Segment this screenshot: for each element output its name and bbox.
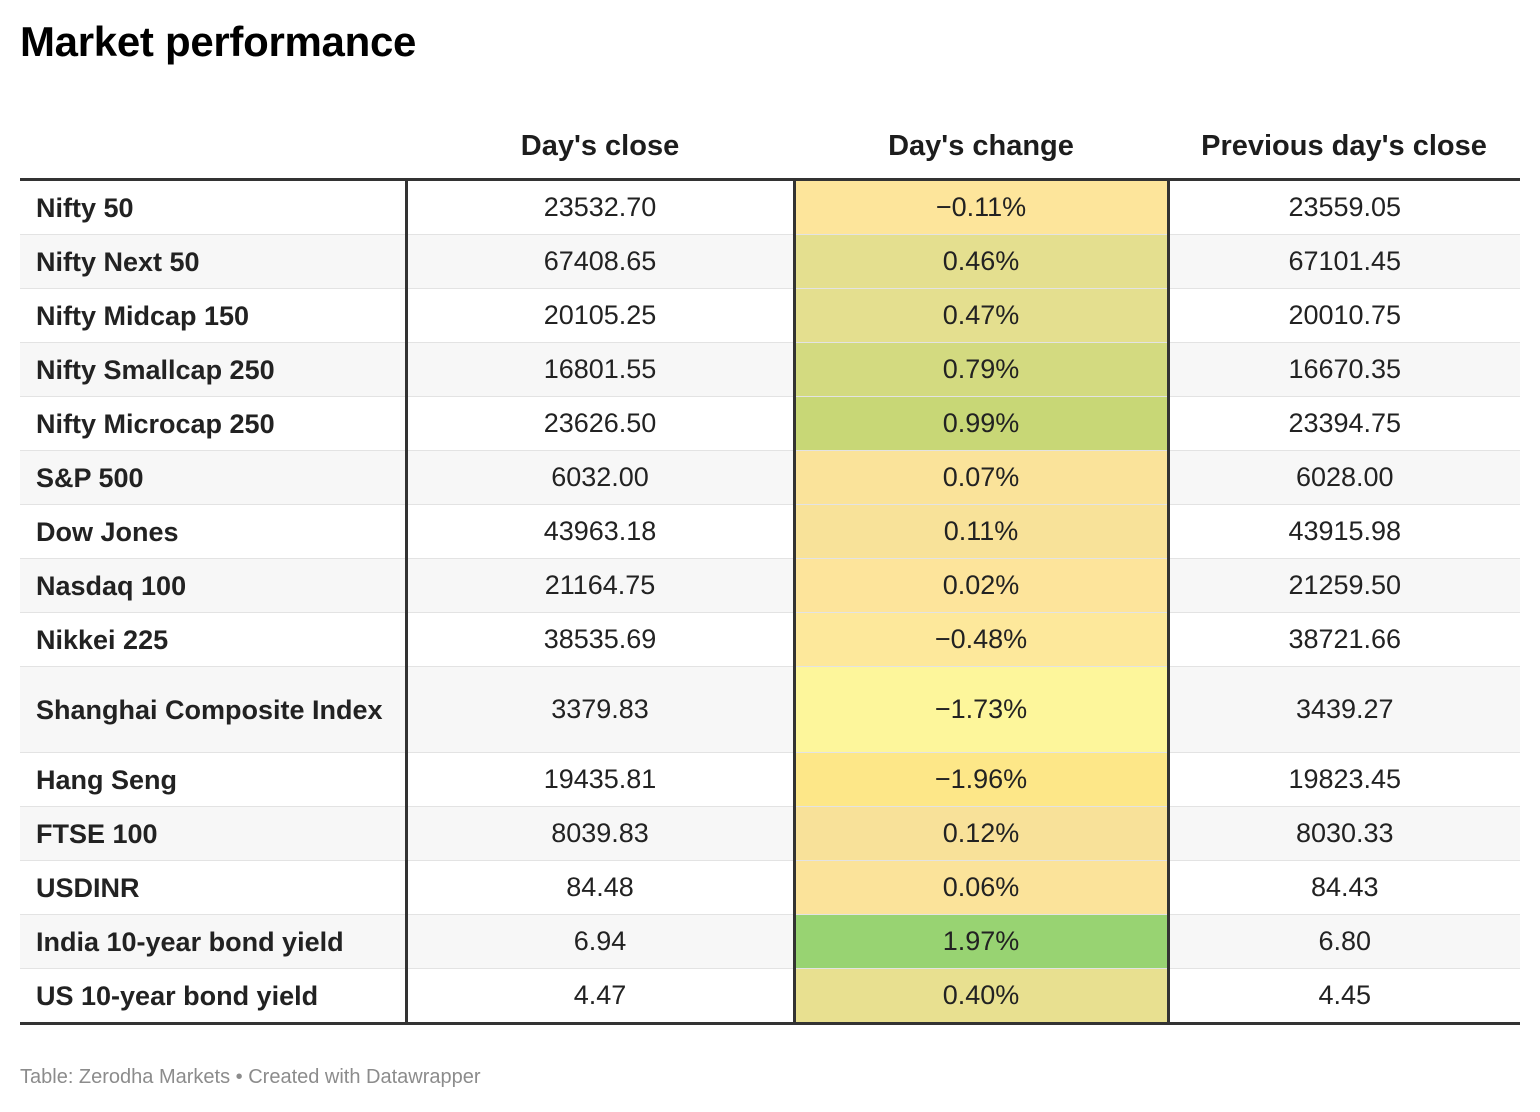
table-row: Nasdaq 100 21164.75 0.02% 21259.50 (20, 558, 1520, 613)
row-prev-close-cell: 21259.50 (1168, 558, 1520, 613)
row-name-cell: Nifty Microcap 250 (20, 396, 408, 451)
row-change-cell: 0.11% (794, 504, 1170, 559)
row-prev-close-cell: 67101.45 (1168, 234, 1520, 289)
row-name-cell: Nifty Midcap 150 (20, 288, 408, 343)
row-name-cell: Nasdaq 100 (20, 558, 408, 613)
row-prev-close-cell: 38721.66 (1168, 612, 1520, 667)
row-change-cell: 0.02% (794, 558, 1170, 613)
header-days-close: Day's close (406, 114, 794, 181)
row-name-cell: FTSE 100 (20, 806, 408, 861)
row-name-cell: S&P 500 (20, 450, 408, 505)
table-row: Nifty Midcap 150 20105.25 0.47% 20010.75 (20, 288, 1520, 343)
table-header-row: Day's close Day's change Previous day's … (20, 114, 1520, 181)
row-prev-close-cell: 4.45 (1168, 968, 1520, 1025)
row-close-cell: 8039.83 (406, 806, 796, 861)
row-prev-close-cell: 43915.98 (1168, 504, 1520, 559)
row-close-cell: 38535.69 (406, 612, 796, 667)
row-close-cell: 4.47 (406, 968, 796, 1025)
row-close-cell: 67408.65 (406, 234, 796, 289)
row-change-cell: 1.97% (794, 914, 1170, 969)
table-body: Nifty 50 23532.70 −0.11% 23559.05 Nifty Next… (20, 179, 1520, 1025)
row-change-cell: 0.46% (794, 234, 1170, 289)
table-row: India 10-year bond yield 6.94 1.97% 6.80 (20, 914, 1520, 969)
market-performance-table: Day's close Day's change Previous day's … (20, 114, 1520, 1025)
row-name-cell: Nifty 50 (20, 179, 408, 235)
row-prev-close-cell: 84.43 (1168, 860, 1520, 915)
row-close-cell: 6.94 (406, 914, 796, 969)
table-row: USDINR 84.48 0.06% 84.43 (20, 860, 1520, 915)
row-close-cell: 16801.55 (406, 342, 796, 397)
table-row: Nikkei 225 38535.69 −0.48% 38721.66 (20, 612, 1520, 667)
table-row: Hang Seng 19435.81 −1.96% 19823.45 (20, 752, 1520, 807)
row-name-cell: US 10-year bond yield (20, 968, 408, 1025)
row-close-cell: 3379.83 (406, 666, 796, 753)
row-close-cell: 20105.25 (406, 288, 796, 343)
row-prev-close-cell: 23559.05 (1168, 179, 1520, 235)
row-change-cell: 0.99% (794, 396, 1170, 451)
row-prev-close-cell: 23394.75 (1168, 396, 1520, 451)
row-prev-close-cell: 6.80 (1168, 914, 1520, 969)
row-close-cell: 84.48 (406, 860, 796, 915)
row-name-cell: Dow Jones (20, 504, 408, 559)
row-change-cell: 0.06% (794, 860, 1170, 915)
row-change-cell: 0.12% (794, 806, 1170, 861)
row-prev-close-cell: 6028.00 (1168, 450, 1520, 505)
row-change-cell: −0.11% (794, 179, 1170, 235)
header-previous-close: Previous day's close (1168, 114, 1520, 181)
page-title: Market performance (20, 18, 417, 65)
row-change-cell: 0.40% (794, 968, 1170, 1025)
row-prev-close-cell: 16670.35 (1168, 342, 1520, 397)
table-row: Nifty Microcap 250 23626.50 0.99% 23394.75 (20, 396, 1520, 451)
market-table-container: Day's close Day's change Previous day's … (20, 114, 1520, 1025)
table-row: Nifty Smallcap 250 16801.55 0.79% 16670.35 (20, 342, 1520, 397)
row-close-cell: 6032.00 (406, 450, 796, 505)
row-name-cell: Hang Seng (20, 752, 408, 807)
row-change-cell: 0.07% (794, 450, 1170, 505)
row-close-cell: 43963.18 (406, 504, 796, 559)
table-row: FTSE 100 8039.83 0.12% 8030.33 (20, 806, 1520, 861)
source-note: Table: Zerodha Markets • Created with Da… (20, 1066, 481, 1088)
table-row: US 10-year bond yield 4.47 0.40% 4.45 (20, 968, 1520, 1025)
row-close-cell: 23532.70 (406, 179, 796, 235)
table-row: Dow Jones 43963.18 0.11% 43915.98 (20, 504, 1520, 559)
row-name-cell: Shanghai Composite Index (20, 666, 408, 753)
header-days-change: Day's change (794, 114, 1168, 181)
row-change-cell: −0.48% (794, 612, 1170, 667)
row-close-cell: 23626.50 (406, 396, 796, 451)
row-name-cell: Nifty Smallcap 250 (20, 342, 408, 397)
row-change-cell: −1.96% (794, 752, 1170, 807)
row-name-cell: Nifty Next 50 (20, 234, 408, 289)
row-prev-close-cell: 20010.75 (1168, 288, 1520, 343)
row-prev-close-cell: 19823.45 (1168, 752, 1520, 807)
row-prev-close-cell: 3439.27 (1168, 666, 1520, 753)
row-change-cell: 0.47% (794, 288, 1170, 343)
row-close-cell: 19435.81 (406, 752, 796, 807)
table-row: S&P 500 6032.00 0.07% 6028.00 (20, 450, 1520, 505)
table-row: Shanghai Composite Index 3379.83 −1.73% 343… (20, 666, 1520, 753)
row-prev-close-cell: 8030.33 (1168, 806, 1520, 861)
row-name-cell: Nikkei 225 (20, 612, 408, 667)
row-close-cell: 21164.75 (406, 558, 796, 613)
row-change-cell: 0.79% (794, 342, 1170, 397)
row-change-cell: −1.73% (794, 666, 1170, 753)
header-name (20, 114, 406, 181)
row-name-cell: USDINR (20, 860, 408, 915)
table-row: Nifty 50 23532.70 −0.11% 23559.05 (20, 179, 1520, 235)
table-row: Nifty Next 50 67408.65 0.46% 67101.45 (20, 234, 1520, 289)
row-name-cell: India 10-year bond yield (20, 914, 408, 969)
